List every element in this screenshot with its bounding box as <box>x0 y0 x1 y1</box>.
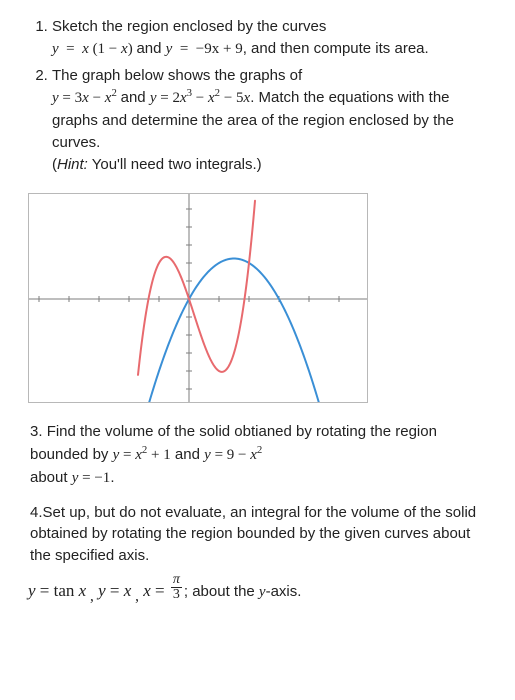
graph-svg <box>29 194 368 403</box>
question-list: Sketch the region enclosed by the curves… <box>28 16 487 175</box>
question-3: 3. Find the volume of the solid obtianed… <box>28 421 487 489</box>
q2-lead: The graph below shows the graphs of <box>52 67 302 84</box>
q2-eq1: y = 3x − x2 <box>52 90 121 106</box>
q1-equations: y = x (1 − x) <box>52 41 136 57</box>
question-2: The graph below shows the graphs of y = … <box>52 65 487 176</box>
q2-hint: (Hint: You'll need two integrals.) <box>52 156 262 173</box>
q2-eq2: y = 2x3 − x2 − 5x <box>150 90 250 106</box>
question-1: Sketch the region enclosed by the curves… <box>52 16 487 61</box>
q1-lead: Sketch the region enclosed by the curves <box>52 18 326 35</box>
graph-container <box>28 193 368 403</box>
question-4-equation: y = tan x , y = x , x = π 3 ; about the … <box>28 577 487 608</box>
fraction-pi-3: π 3 <box>171 573 182 603</box>
question-4: 4.Set up, but do not evaluate, an integr… <box>28 502 487 567</box>
